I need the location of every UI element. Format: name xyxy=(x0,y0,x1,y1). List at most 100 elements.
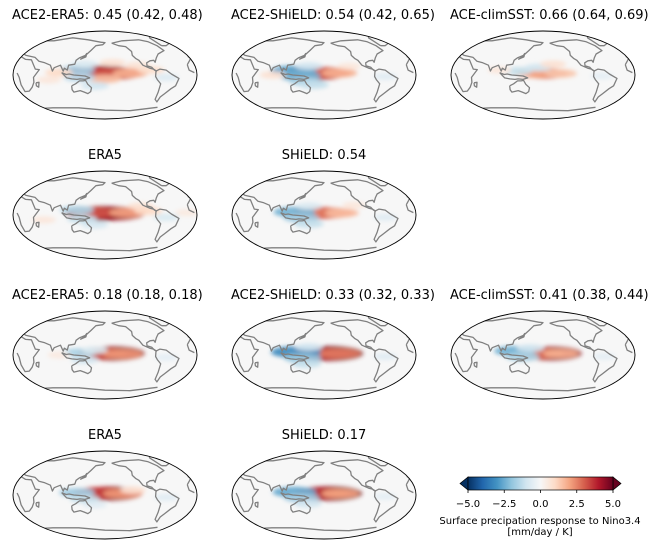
coastline-5 xyxy=(71,219,93,235)
precip-anomaly-14 xyxy=(71,60,98,68)
coastline-8 xyxy=(280,71,310,81)
precip-anomaly-9 xyxy=(373,213,398,221)
precip-anomaly-10 xyxy=(31,216,56,224)
colorbar-extend-max xyxy=(612,476,622,491)
coastline-3 xyxy=(330,319,384,352)
precip-anomaly-6 xyxy=(81,346,108,354)
coastline-4 xyxy=(373,68,399,103)
precip-anomaly-6 xyxy=(540,60,567,68)
precip-anomaly-6 xyxy=(293,499,322,508)
colorbar: −5.0 −2.5 0.0 2.5 5.0 Surface precipation re… xyxy=(415,470,655,550)
panel-title: ACE2-SHiELD: 0.33 (0.32, 0.33) xyxy=(231,288,435,303)
precip-anomaly-11 xyxy=(134,207,163,215)
coastline-8 xyxy=(499,71,529,81)
precip-anomaly-15 xyxy=(137,66,165,74)
map-border xyxy=(450,30,636,120)
coastline-9 xyxy=(79,192,88,200)
coastline-8 xyxy=(280,491,310,501)
map-panel-5: SHiELD: 0.54 xyxy=(231,148,421,260)
precip-anomaly-7 xyxy=(592,353,616,360)
coastline-3 xyxy=(111,179,165,212)
coastline-4 xyxy=(154,488,180,523)
panel-title: SHiELD: 0.54 xyxy=(281,148,367,163)
panel-title: ACE2-ERA5: 0.18 (0.18, 0.18) xyxy=(12,288,203,303)
precip-anomaly-6 xyxy=(82,501,107,509)
precip-anomaly-7 xyxy=(294,343,323,352)
coastline-8 xyxy=(499,351,529,361)
precip-anomaly-5 xyxy=(88,74,122,84)
coastline-4 xyxy=(154,68,180,103)
precip-anomaly-8 xyxy=(80,81,109,90)
map-panel-2: ACE2-SHiELD: 0.54 (0.42, 0.65) xyxy=(231,8,435,120)
coastline-4 xyxy=(154,208,180,243)
map-panel-9: ERA5 xyxy=(12,428,202,540)
coastline-4 xyxy=(154,348,180,383)
colorbar-label: Surface precipation response to Nino3.4 xyxy=(439,516,641,527)
precip-anomaly-8 xyxy=(120,486,146,494)
precip-anomaly-3 xyxy=(102,349,143,359)
map-7 xyxy=(231,310,417,400)
precip-anomaly-3 xyxy=(544,69,577,78)
coastline-9 xyxy=(517,52,526,60)
coastline-10 xyxy=(473,81,478,88)
precip-anomaly-7 xyxy=(373,493,397,500)
precip-anomaly-9 xyxy=(337,62,362,70)
map-border xyxy=(12,310,198,400)
coastline-5 xyxy=(509,359,531,375)
coastline-9 xyxy=(79,472,88,480)
precip-anomaly-8 xyxy=(294,62,323,71)
colorbar-tick-label: −5.0 xyxy=(455,499,481,510)
precip-anomaly-8 xyxy=(590,72,614,80)
precip-anomaly-6 xyxy=(293,219,324,228)
coastline-5 xyxy=(509,79,531,95)
map-2 xyxy=(231,30,417,120)
precip-anomaly-9 xyxy=(99,59,126,67)
colorbar-gradient xyxy=(467,476,614,491)
coastline-10 xyxy=(254,361,259,368)
map-panel-7: ACE2-SHiELD: 0.33 (0.32, 0.33) xyxy=(231,288,435,400)
coastline-3 xyxy=(330,39,384,72)
coastline-10 xyxy=(35,361,40,368)
precip-anomaly-12 xyxy=(45,68,73,77)
precip-anomaly-7 xyxy=(154,353,178,361)
map-border xyxy=(231,450,417,540)
colorbar-bar xyxy=(459,476,622,493)
coastline-5 xyxy=(290,359,312,375)
precip-anomaly-3 xyxy=(321,68,358,78)
map-8 xyxy=(450,310,636,400)
precip-anomaly-3 xyxy=(317,348,362,359)
map-5 xyxy=(231,170,417,260)
map-3 xyxy=(450,30,636,120)
coastline-9 xyxy=(79,52,88,60)
precip-anomaly-7 xyxy=(63,73,96,82)
coastline-10 xyxy=(254,501,259,508)
map-1 xyxy=(12,30,198,120)
panel-title: ERA5 xyxy=(88,148,122,163)
coastline-10 xyxy=(35,221,40,228)
colorbar-tick-label: 0.0 xyxy=(532,499,549,510)
precip-anomaly-3 xyxy=(321,488,360,499)
coastline-5 xyxy=(290,499,312,515)
coastline-4 xyxy=(373,208,399,243)
map-border xyxy=(231,170,417,260)
panel-title: ACE-climSST: 0.41 (0.38, 0.44) xyxy=(450,288,649,303)
precip-anomaly-3 xyxy=(542,348,579,359)
panel-title: ERA5 xyxy=(88,428,122,443)
precip-anomaly-13 xyxy=(36,76,61,84)
coastline-10 xyxy=(473,361,478,368)
coastline-9 xyxy=(298,332,307,340)
coastline-3 xyxy=(330,459,384,492)
map-border xyxy=(231,310,417,400)
map-border xyxy=(12,30,198,120)
precip-anomaly-12 xyxy=(175,209,197,217)
coastline-8 xyxy=(280,211,310,221)
map-6 xyxy=(12,310,198,400)
coastline-8 xyxy=(61,71,91,81)
precip-anomaly-6 xyxy=(516,344,545,353)
coastline-3 xyxy=(549,319,603,352)
colorbar-extend-min xyxy=(459,476,469,491)
coastline-8 xyxy=(61,491,91,501)
coastline-9 xyxy=(298,472,307,480)
coastline-3 xyxy=(330,179,384,212)
map-panel-8: ACE-climSST: 0.41 (0.38, 0.44) xyxy=(450,288,649,400)
